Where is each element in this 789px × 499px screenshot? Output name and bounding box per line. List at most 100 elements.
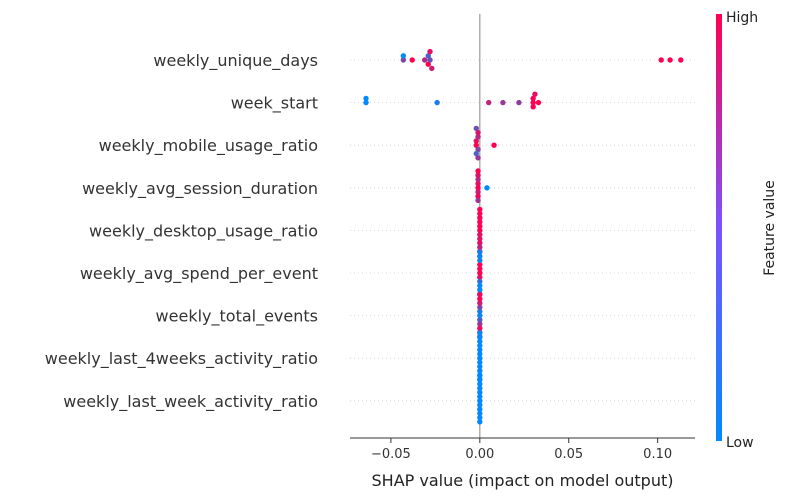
shap-point [477,393,483,400]
x-axis-ticks: −0.05 0.00 0.05 0.10 [371,438,672,462]
shap-point [532,91,538,97]
shap-point [491,142,497,148]
shap-point [425,53,431,59]
shap-point [475,197,481,204]
shap-point [477,338,483,345]
shap-point [477,236,483,242]
feature-label: weekly_avg_session_duration [82,179,318,199]
shap-point [477,351,483,357]
feature-label: weekly_unique_days [153,51,318,71]
shap-point [477,223,483,229]
shap-point [475,180,481,187]
x-tick-label: 0.10 [643,447,672,462]
shap-point [477,215,483,221]
shap-point [363,95,369,102]
shap-point [477,219,483,225]
shap-point [475,129,481,136]
shap-point [477,206,483,213]
shap-point [427,57,433,63]
feature-label: weekly_last_4weeks_activity_ratio [45,349,318,369]
shap-point [477,414,483,421]
shap-point [477,342,483,349]
shap-point [477,402,483,408]
shap-point [477,244,483,250]
shap-point [477,270,483,276]
shap-point [477,210,483,217]
colorbar-low-label: Low [726,435,754,451]
feature-label: week_start [231,94,318,114]
shap-point [477,410,483,417]
shap-point [477,291,483,298]
shap-point [475,193,481,199]
shap-point [477,321,483,327]
shap-point [678,57,684,63]
x-axis-title: SHAP value (impact on model output) [372,471,674,490]
shap-point [425,61,431,67]
shap-point [477,282,483,289]
shap-point [477,406,483,412]
shap-point [421,57,428,63]
shap-point [530,104,536,110]
colorbar-title: Feature value [762,180,778,276]
shap-point [658,57,664,63]
x-tick-label: −0.05 [371,447,411,462]
shap-point [427,48,433,55]
shap-point [477,389,483,396]
shap-point [477,261,483,268]
shap-point [477,334,483,340]
shap-point [477,296,483,302]
shap-point [477,363,483,370]
shap-point [475,189,481,195]
shap-point [477,377,483,383]
shap-point [477,317,483,323]
shap-point [477,278,483,285]
feature-row-guides [350,59,695,402]
shap-point [400,57,407,63]
x-tick-label: 0.05 [554,447,583,462]
shap-point [475,176,481,183]
shap-point [516,99,522,106]
shap-point [475,146,481,153]
shap-point [477,368,483,374]
feature-label: weekly_avg_spend_per_event [80,264,318,284]
shap-point [400,53,407,59]
shap-point [475,168,481,174]
shap-point [477,231,483,238]
shap-point [477,325,483,331]
feature-label: weekly_mobile_usage_ratio [99,136,318,156]
shap-point [477,253,483,259]
shap-point [363,99,369,106]
shap-point [477,287,483,293]
shap-point [484,185,490,191]
shap-point [477,308,483,315]
shap-point [477,347,483,353]
shap-point [500,99,506,106]
shap-point [409,57,415,63]
shap-point [473,150,479,157]
feature-labels: weekly_unique_days week_start weekly_mobil… [45,51,318,412]
shap-point [477,240,483,246]
shap-point [473,138,479,144]
shap-point [477,381,483,387]
shap-point [530,95,536,102]
shap-point [477,398,483,404]
shap-point [477,330,483,336]
shap-point [429,65,435,72]
shap-point [477,372,483,379]
feature-label: weekly_total_events [156,307,318,327]
shap-point [473,142,479,148]
shap-point [475,185,481,191]
shap-point [486,99,492,106]
shap-point [475,155,481,161]
colorbar-high-label: High [726,10,758,26]
x-tick-label: 0.00 [465,447,494,462]
shap-point [475,134,481,140]
shap-point [477,359,483,366]
shap-point [434,99,440,106]
shap-point [535,99,542,106]
shap-point [477,227,483,234]
colorbar [716,14,722,441]
shap-point [477,300,483,306]
shap-point [473,125,479,132]
